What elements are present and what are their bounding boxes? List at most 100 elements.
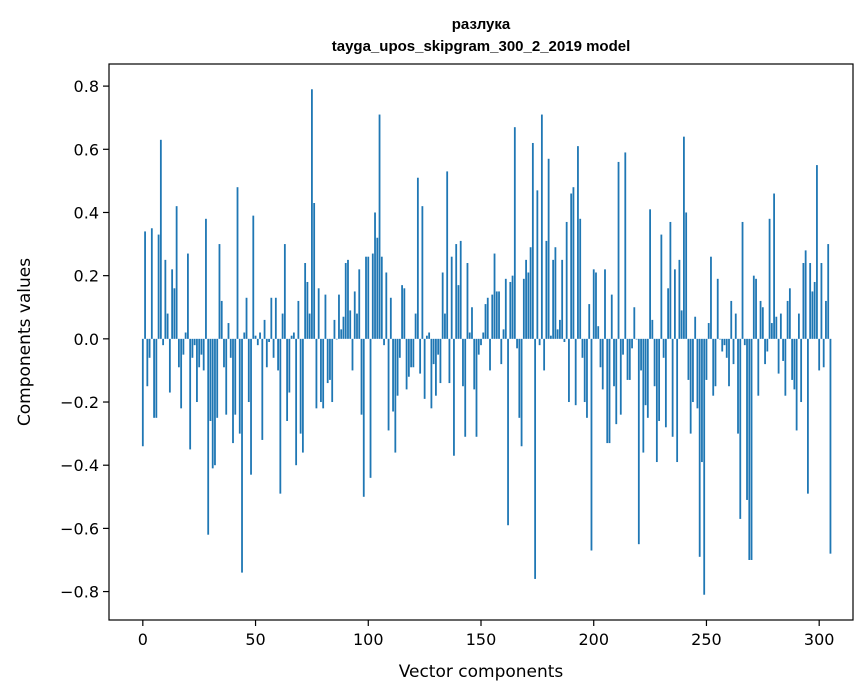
bar-280 [773,193,775,339]
bar-260 [728,338,730,387]
bar-185 [559,319,561,339]
bar-253 [712,338,715,396]
bar-102 [371,253,374,339]
bar-111 [392,338,394,412]
bar-270 [750,338,753,560]
bar-244 [692,338,694,403]
bar-65 [288,338,291,393]
bar-188 [565,221,568,339]
y-tick-label: 0.6 [74,140,99,159]
bar-161 [504,278,507,339]
bar-140 [457,285,460,339]
bar-6 [155,338,158,418]
bar-181 [549,335,552,339]
bar-199 [590,338,593,551]
bar-165 [513,127,516,339]
bar-135 [446,171,449,339]
x-tick-label: 0 [138,630,148,649]
bar-248 [701,338,703,463]
bar-302 [822,338,825,368]
bar-267 [743,338,746,346]
bar-278 [768,218,771,339]
bar-247 [698,338,701,557]
bar-173 [531,142,534,339]
bar-157 [495,291,498,339]
chart-title: разлука [452,16,511,33]
bar-24 [196,338,198,403]
bar-75 [311,89,313,339]
bar-196 [583,338,586,403]
bar-303 [825,300,827,339]
bar-174 [534,338,537,579]
bar-62 [281,313,284,339]
bar-20 [187,253,189,339]
x-axis-ticks: 0 50 100 150 200 250 300 [138,620,834,649]
bar-176 [538,338,541,346]
bar-71 [301,338,304,453]
x-tick-label: 50 [245,630,265,649]
bar-171 [527,272,530,339]
bar-206 [606,338,609,444]
bar-28 [205,218,207,339]
bar-69 [297,300,300,339]
bar-134 [444,313,446,339]
bar-131 [437,338,440,355]
bar-251 [707,323,710,339]
bar-187 [563,338,566,342]
bar-44 [241,338,243,573]
bar-299 [816,165,818,339]
bar-160 [502,329,505,339]
bar-202 [597,326,600,339]
bar-252 [710,256,712,339]
bar-288 [791,338,794,380]
bar-179 [545,240,548,339]
bar-234 [669,221,672,339]
bar-204 [601,338,604,390]
bar-138 [453,338,455,456]
bar-96 [358,269,361,339]
bar-276 [764,338,766,365]
bar-189 [568,338,570,403]
bar-272 [755,278,757,339]
bar-27 [202,338,205,371]
bar-156 [493,253,496,339]
bar-113 [396,338,399,396]
bar-106 [380,256,383,339]
bar-1 [144,231,146,339]
bar-283 [779,313,782,339]
bar-190 [570,193,573,339]
bar-198 [588,304,591,339]
bar-92 [349,310,352,339]
bar-297 [811,291,814,339]
bar-209 [613,338,615,387]
bar-213 [622,338,624,355]
bar-304 [827,244,830,339]
bar-191 [572,187,575,339]
bar-273 [757,338,760,396]
bar-154 [489,338,491,371]
bar-124 [421,206,424,339]
bar-25 [198,338,201,368]
x-tick-label: 100 [353,630,384,649]
bar-5 [153,338,155,418]
bar-97 [360,338,363,415]
bar-81 [324,294,327,339]
bar-42 [236,187,239,339]
bar-104 [376,237,379,339]
bar-289 [793,338,796,390]
bar-55 [265,338,268,368]
bar-241 [685,212,688,339]
bar-239 [680,310,683,339]
bar-218 [633,307,636,339]
bar-255 [716,278,719,339]
bar-12 [168,338,171,393]
bar-37 [225,338,228,415]
bar-93 [351,338,354,371]
bar-292 [800,338,803,403]
bar-294 [804,250,807,339]
bar-266 [741,221,744,339]
bar-271 [752,275,755,339]
bar-54 [263,319,266,339]
bar-94 [353,291,356,339]
bar-224 [646,338,649,418]
